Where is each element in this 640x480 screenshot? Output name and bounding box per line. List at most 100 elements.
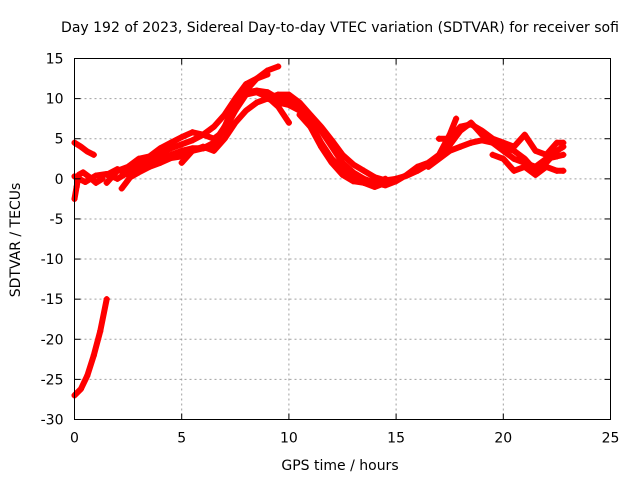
data-point — [468, 139, 475, 146]
x-tick-label: 20 — [494, 431, 512, 447]
data-point — [371, 179, 378, 186]
data-point — [371, 174, 378, 181]
data-point — [393, 178, 400, 185]
data-point — [532, 147, 539, 154]
data-point — [360, 167, 367, 174]
series-line-1 — [71, 296, 110, 399]
data-point — [103, 171, 110, 178]
data-point — [243, 81, 250, 88]
x-tick-labels: 0 5 10 15 20 25 — [70, 431, 619, 447]
data-point — [553, 139, 560, 146]
data-point — [157, 145, 164, 152]
data-point — [167, 145, 174, 152]
data-point — [167, 154, 174, 161]
data-point — [414, 163, 421, 170]
data-point — [339, 151, 346, 158]
data-point — [521, 163, 528, 170]
data-point — [478, 137, 485, 144]
data-point — [500, 139, 507, 146]
data-point — [457, 123, 464, 130]
y-tick-label: -25 — [41, 372, 64, 388]
data-point — [382, 182, 389, 189]
data-point — [118, 185, 125, 192]
data-point — [200, 131, 207, 138]
y-tick-label: -15 — [41, 292, 64, 308]
data-point — [253, 99, 260, 106]
data-point — [446, 135, 453, 142]
data-point — [210, 123, 217, 130]
data-point — [489, 135, 496, 142]
data-point — [232, 119, 239, 126]
data-point — [253, 75, 260, 82]
data-point — [532, 171, 539, 178]
data-point — [253, 87, 260, 94]
data-point — [350, 161, 357, 168]
data-point — [285, 102, 292, 109]
data-point — [453, 115, 460, 122]
data-point — [200, 143, 207, 150]
data-point — [560, 151, 567, 158]
data-point — [264, 89, 271, 96]
data-point — [543, 151, 550, 158]
y-tick-label: 15 — [46, 52, 64, 68]
data-point — [82, 179, 89, 186]
data-point — [167, 139, 174, 146]
data-point — [125, 163, 132, 170]
data-point — [221, 111, 228, 118]
data-point — [560, 139, 567, 146]
x-tick-label: 25 — [602, 431, 620, 447]
data-traces — [71, 63, 567, 399]
data-point — [135, 169, 142, 176]
data-point — [425, 163, 432, 170]
data-point — [521, 155, 528, 162]
data-point — [90, 151, 97, 158]
data-point — [77, 143, 84, 150]
x-tick-label: 5 — [177, 431, 186, 447]
data-point — [403, 171, 410, 178]
data-point — [189, 137, 196, 144]
data-point — [339, 159, 346, 166]
data-point — [97, 328, 104, 335]
data-point — [543, 163, 550, 170]
data-point — [328, 159, 335, 166]
data-point — [489, 151, 496, 158]
data-point — [84, 372, 91, 379]
data-point — [360, 179, 367, 186]
chart-title: Day 192 of 2023, Sidereal Day-to-day VTE… — [61, 20, 619, 36]
y-tick-label: -10 — [41, 252, 64, 268]
data-point — [189, 129, 196, 136]
data-point — [435, 155, 442, 162]
data-point — [285, 119, 292, 126]
y-tick-label: 5 — [55, 132, 64, 148]
data-point — [178, 134, 185, 141]
plot-frame — [74, 58, 611, 420]
data-point — [232, 99, 239, 106]
data-point — [511, 143, 518, 150]
data-point — [457, 143, 464, 150]
series-line-2 — [71, 139, 97, 158]
data-point — [511, 167, 518, 174]
series-line-5 — [103, 71, 271, 186]
data-point — [92, 172, 99, 179]
data-point — [478, 127, 485, 134]
y-axis-label: SDTVAR / TECUs — [8, 183, 24, 298]
data-point — [146, 163, 153, 170]
y-tick-label: -20 — [41, 332, 64, 348]
data-point — [243, 107, 250, 114]
data-point — [339, 171, 346, 178]
data-point — [77, 386, 84, 393]
data-point — [553, 147, 560, 154]
data-point — [560, 167, 567, 174]
y-tick-label: -30 — [41, 413, 64, 429]
data-point — [221, 135, 228, 142]
data-point — [350, 178, 357, 185]
data-point — [468, 121, 475, 128]
data-point — [275, 99, 282, 106]
data-point — [84, 148, 91, 155]
y-tick-labels: 15 10 5 0 -5 -10 -15 -20 -25 -30 — [41, 52, 64, 429]
y-tick-label: 0 — [55, 172, 64, 188]
data-point — [318, 143, 325, 150]
data-point — [446, 147, 453, 154]
data-point — [210, 147, 217, 154]
